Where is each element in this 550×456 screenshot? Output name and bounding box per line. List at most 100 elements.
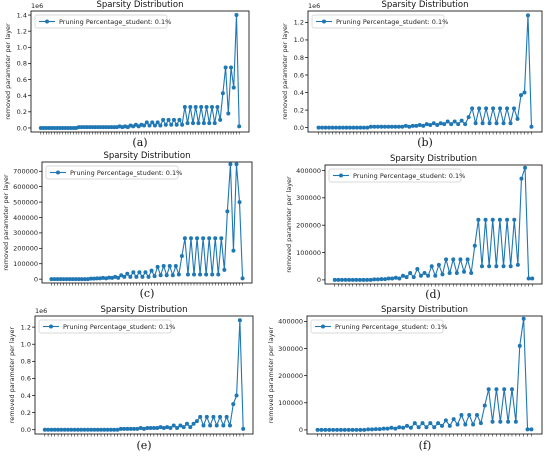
data-point [188,236,193,241]
data-point [372,124,377,129]
data-point [462,269,467,274]
data-point [393,275,398,280]
y-axis-label: removed parameter per layer [281,23,289,120]
data-point [122,426,127,431]
data-point [442,122,447,127]
data-point [212,121,217,126]
legend-marker [49,324,53,329]
data-point [429,264,434,269]
data-point [494,264,499,269]
data-point [152,123,157,128]
data-point [224,414,229,419]
data-point [452,119,457,124]
data-point [422,271,427,276]
data-point [337,125,342,130]
data-point [75,427,80,432]
data-point [508,264,513,269]
data-point [354,277,359,282]
data-point [497,217,502,222]
data-point [447,423,452,428]
data-point [113,274,118,279]
data-point [234,13,239,18]
data-point [214,423,219,428]
data-point [178,423,183,428]
chart-panel: Sparsity Distribution removed parameter p… [8,305,254,452]
data-point [105,427,110,432]
data-point [416,425,421,430]
y-tick-label: 0 [34,275,38,283]
data-point [182,236,187,241]
data-point [362,427,367,432]
y-tick-label: 0.6 [21,375,31,383]
data-point [234,393,239,398]
data-point [146,274,151,279]
data-point [204,272,209,277]
data-point [82,277,87,282]
data-point [207,236,212,241]
data-point [502,387,507,392]
data-point [330,125,335,130]
data-point [476,217,481,222]
data-point [82,427,87,432]
data-point [69,427,74,432]
data-point [170,273,175,278]
legend-label: Pruning Percentage_student: 0.1% [335,323,447,331]
data-point [455,422,460,427]
data-point [158,123,163,128]
chart-panel: Sparsity Distribution removed parameter p… [4,0,250,149]
data-point [210,104,215,109]
data-point [436,262,441,267]
data-point [404,275,409,280]
data-point [487,121,492,126]
data-point [218,414,223,419]
legend-box [38,319,172,334]
data-point [194,419,199,424]
data-point [379,277,384,282]
data-point [451,417,456,422]
data-point [179,254,184,259]
data-point [517,343,522,348]
legend-box [310,319,444,334]
y-tick-label: 300000 [13,229,38,237]
data-point [518,93,523,98]
data-point [237,124,242,129]
data-point [490,419,495,424]
data-point [320,125,325,130]
legend: Pruning Percentage_student: 0.1% [328,168,465,183]
data-point [56,427,61,432]
data-point [208,423,213,428]
data-point [467,413,472,418]
data-point [316,125,321,130]
data-point [389,425,394,430]
y-offset-label: 1e6 [35,307,47,315]
data-point [357,277,362,282]
data-point [135,426,140,431]
data-point [161,426,166,431]
data-point [112,427,117,432]
data-point [526,276,531,281]
data-point [459,413,464,418]
data-point [94,276,99,281]
legend: Pruning Percentage_student: 0.1% [310,319,447,334]
data-point [408,271,413,276]
data-point [216,272,221,277]
data-point [483,217,488,222]
data-point [396,124,401,129]
data-point [228,162,233,167]
data-point [192,272,197,277]
legend-box [34,14,168,29]
data-point [327,427,332,432]
chart-title: Sparsity Distribution [381,305,468,315]
data-point [193,104,198,109]
data-point [143,270,148,275]
data-point [125,271,130,276]
data-point [433,273,438,278]
data-point [79,277,84,282]
data-point [231,248,236,253]
data-point [166,117,171,122]
chart-title: Sparsity Distribution [104,151,191,161]
data-point [92,427,97,432]
legend-marker [56,170,60,175]
data-point [138,426,143,431]
data-point [377,427,382,432]
